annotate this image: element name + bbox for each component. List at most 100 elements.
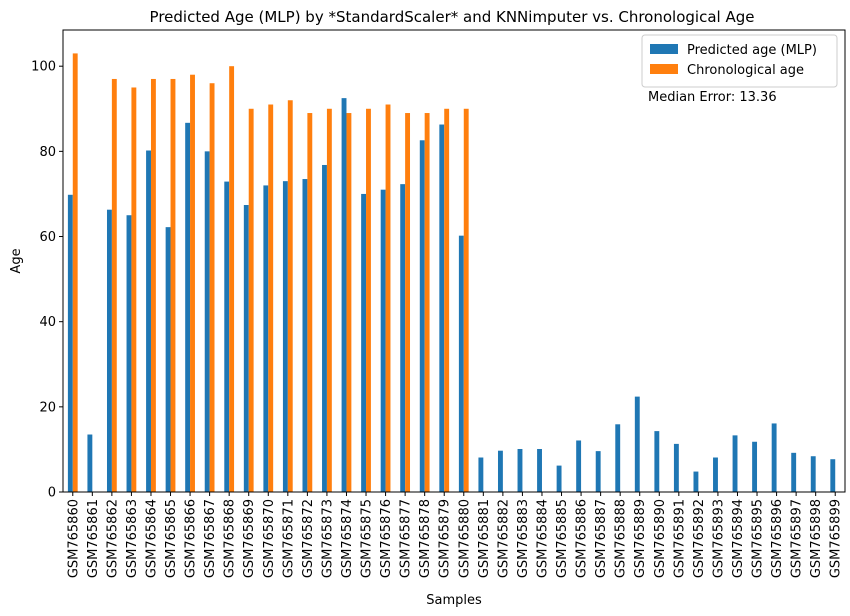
x-tick-label: GSM765886 [575,499,590,578]
bar-predicted-GSM765874 [341,98,347,493]
bar-chronological-GSM765862 [111,78,117,492]
bar-predicted-GSM765865 [165,227,171,493]
bar-predicted-GSM765893 [713,457,718,492]
bar-predicted-GSM765889 [634,396,640,492]
bar-predicted-GSM765888 [615,424,621,492]
x-tick-label: GSM765888 [614,499,629,578]
bar-predicted-GSM765891 [673,443,679,492]
bar-predicted-GSM765896 [771,423,777,492]
bar-predicted-GSM765890 [654,431,660,492]
legend: Predicted age (MLP) Chronological age [641,34,838,88]
bar-chronological-GSM765874 [346,113,352,492]
x-tick-label: GSM765885 [555,499,570,578]
x-tick-label: GSM765893 [711,499,726,578]
bar-predicted-GSM765862 [106,209,112,493]
x-tick-label: GSM765870 [262,499,277,578]
bar-chronological-GSM765879 [444,108,450,492]
x-tick-label: GSM765861 [86,499,101,578]
bar-chronological-GSM765878 [424,113,430,492]
y-axis-title: Age [9,248,24,273]
bar-chronological-GSM765873 [326,108,332,492]
x-tick-label: GSM765876 [379,499,394,578]
x-tick-label: GSM765866 [184,499,199,578]
x-tick-label: GSM765868 [223,499,238,578]
x-tick-label: GSM765896 [770,499,785,578]
x-tick-label: GSM765878 [418,499,433,578]
y-tick-label: 20 [39,400,56,415]
x-tick-label: GSM765883 [516,499,531,578]
x-tick-label: GSM765891 [672,499,687,578]
legend-swatch-chronological [650,64,678,74]
bar-predicted-GSM765871 [282,181,288,492]
bar-chronological-GSM765863 [131,87,137,492]
x-tick-label: GSM765860 [66,499,81,578]
legend-box [641,34,838,88]
bar-predicted-GSM765875 [361,193,367,492]
x-tick-label: GSM765874 [340,499,355,578]
bar-predicted-GSM765885 [556,465,562,492]
bar-predicted-GSM765868 [224,181,230,492]
bar-chronological-GSM765865 [170,78,176,492]
x-tick-label: GSM765872 [301,499,316,578]
bar-predicted-GSM765860 [67,194,73,492]
bar-chronological-GSM765866 [190,74,195,492]
x-tick-label: GSM765897 [790,499,805,578]
bar-chronological-GSM765880 [463,108,469,492]
legend-label-predicted: Predicted age (MLP) [687,43,817,58]
x-axis-title: Samples [426,593,482,608]
bar-chronological-GSM765864 [150,78,156,492]
bar-predicted-GSM765870 [263,185,269,492]
x-tick-label: GSM765890 [653,499,668,578]
bar-predicted-GSM765882 [497,450,503,492]
x-tick-label: GSM765864 [144,499,159,578]
bar-predicted-GSM765879 [439,124,445,493]
x-tick-label: GSM765892 [692,499,707,578]
bar-chronological-GSM765871 [287,100,293,493]
bar-predicted-GSM765863 [126,215,132,492]
bar-predicted-GSM765892 [693,471,699,492]
bar-predicted-GSM765883 [517,448,523,492]
bar-chronological-GSM765877 [405,113,411,492]
x-tick-label: GSM765887 [594,499,609,578]
x-tick-label: GSM765881 [477,499,492,578]
x-tick-label: GSM765867 [203,499,218,578]
bar-predicted-GSM765897 [791,452,797,492]
bar-predicted-GSM765876 [380,189,386,492]
bar-chronological-GSM765868 [229,66,235,493]
y-tick-label: 40 [39,315,56,330]
bar-chronological-GSM765860 [72,53,78,493]
x-tick-label: GSM765875 [360,499,375,578]
x-tick-label: GSM765877 [399,499,414,578]
bar-predicted-GSM765878 [419,140,425,492]
y-tick-label: 100 [31,60,56,75]
x-tick-label: GSM765889 [633,499,648,578]
axes-group: 0 20 40 60 80 100 GSM765860 GSM765861 GSM765862 G… [31,29,846,578]
legend-swatch-predicted [650,44,678,54]
y-tick-label: 60 [39,230,56,245]
y-tick-label: 0 [48,486,56,501]
bar-predicted-GSM765895 [752,441,758,492]
bar-predicted-GSM765898 [810,456,816,492]
bar-predicted-GSM765869 [243,205,249,492]
bar-chronological-GSM765867 [209,83,215,493]
x-tick-label: GSM765871 [281,499,296,578]
bar-predicted-GSM765884 [537,448,542,492]
plot-frame [62,29,846,493]
bar-predicted-GSM765887 [595,451,601,492]
bar-predicted-GSM765864 [146,150,151,492]
bars-group [67,53,836,493]
bar-predicted-GSM765877 [400,184,406,492]
bar-predicted-GSM765880 [458,235,464,492]
x-tick-label: GSM765884 [535,499,550,578]
bar-chronological-GSM765876 [385,104,391,493]
bar-chronological-GSM765875 [366,108,371,492]
bar-predicted-GSM765861 [87,434,93,492]
bar-predicted-GSM765866 [185,122,191,492]
bar-chronological-GSM765870 [268,104,274,493]
x-tick-label: GSM765863 [125,499,140,578]
chart-title: Predicted Age (MLP) by *StandardScaler* … [150,8,755,26]
bar-predicted-GSM765886 [576,440,582,492]
x-tick-label: GSM765869 [242,499,257,578]
x-tick-label: GSM765899 [829,499,844,578]
